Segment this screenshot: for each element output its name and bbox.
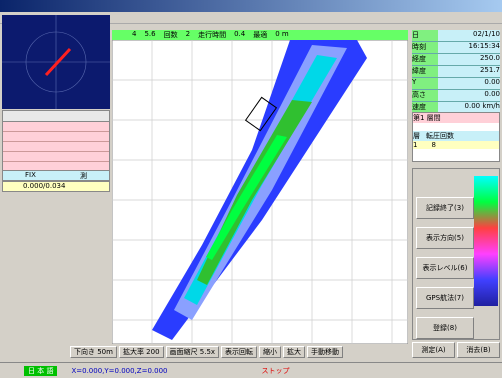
top-bar-item: 最適: [253, 31, 268, 39]
info-label: 高さ: [412, 90, 438, 101]
top-bar-item: 2: [185, 30, 191, 38]
mode-header: 層: [413, 132, 420, 140]
mode-cell: 8: [431, 141, 436, 149]
info-label: 経度: [412, 54, 438, 65]
info-row: 緯度 251.7: [412, 66, 500, 78]
info-row: 高さ 0.00: [412, 90, 500, 102]
left-values: 0.000/0.034: [2, 181, 110, 192]
bottom-item[interactable]: 画面縮尺 5.5x: [165, 346, 220, 358]
info-value: 02/1/10: [438, 30, 500, 41]
info-value: 0.00: [438, 78, 500, 89]
top-bar-item: 回数: [163, 31, 178, 39]
button[interactable]: 表示方向(5): [416, 227, 474, 249]
info-label: 日: [412, 30, 438, 41]
title-bar: [0, 0, 502, 12]
button-panel: 記録終了(3) 表示方向(5) 表示レベル(6) GPS航法(7) 登録(8): [412, 168, 500, 340]
info-row: 日 02/1/10: [412, 30, 500, 42]
info-row: 時刻 16:15:34: [412, 42, 500, 54]
button[interactable]: 消去(B): [457, 342, 500, 358]
map: [112, 40, 408, 344]
radar: [2, 15, 110, 109]
info-row: Y 0.00: [412, 78, 500, 90]
bottom-bar: 下向き 50m 拡大率 200 画面縮尺 5.5x 表示回転 縮小 拡大 手動移動: [70, 346, 410, 358]
top-bar-item: 5.6: [144, 30, 156, 38]
info-value: 0.00 km/h: [438, 102, 500, 113]
info-value: 251.7: [438, 66, 500, 77]
top-bar-item: 走行時間: [198, 31, 227, 39]
button[interactable]: 表示レベル(6): [416, 257, 474, 279]
bottom-item[interactable]: 拡大率 200: [118, 346, 164, 358]
left-footer: FIX 測: [2, 170, 110, 181]
footer-label: 測: [79, 172, 87, 180]
info-value: 250.0: [438, 54, 500, 65]
legend: [474, 176, 498, 306]
mode-title: 第1 層間: [413, 113, 499, 123]
bottom-item[interactable]: 手動移動: [307, 346, 344, 358]
info-label: 速度: [412, 102, 438, 113]
info-value: 0.00: [438, 90, 500, 101]
top-bar-item: 0 m: [275, 30, 289, 38]
info-label: 時刻: [412, 42, 438, 53]
mode-header: 転圧回数: [426, 132, 454, 140]
info-value: 16:15:34: [438, 42, 500, 53]
bottom-item[interactable]: 表示回転: [221, 346, 258, 358]
info-label: Y: [412, 78, 438, 89]
mode-cell: 1: [413, 141, 418, 149]
bottom-item[interactable]: 下向き 50m: [70, 346, 117, 358]
footer-label: FIX: [25, 171, 36, 179]
button[interactable]: 記録終了(3): [416, 197, 474, 219]
bottom-item[interactable]: 拡大: [283, 346, 306, 358]
button[interactable]: 測定(A): [412, 342, 455, 358]
info-row: 経度 250.0: [412, 54, 500, 66]
top-bar: 4 5.6 回数 2 走行時間 0.4 最適 0 m: [112, 30, 408, 40]
info-panel: 日 02/1/10 時刻 16:15:34 経度 250.0 緯度 251.7 Y 0.00 高さ 0…: [412, 30, 500, 114]
status-item: 日 本 語: [24, 365, 58, 376]
left-table: [2, 110, 110, 170]
top-bar-item: 4: [132, 30, 137, 38]
top-bar-item: 0.4: [234, 30, 246, 38]
button[interactable]: 登録(8): [416, 317, 474, 339]
info-label: 緯度: [412, 66, 438, 77]
mode-box: 第1 層間 層転圧回数 1 8: [412, 112, 500, 162]
bottom-buttons: 測定(A) 消去(B): [412, 342, 500, 358]
status-item: X=0.000,Y=0.000,Z=0.000: [71, 366, 168, 375]
status-bar: 日 本 語 X=0.000,Y=0.000,Z=0.000 ストップ: [0, 362, 502, 378]
button[interactable]: GPS航法(7): [416, 287, 474, 309]
status-item: ストップ: [261, 366, 290, 375]
bottom-item[interactable]: 縮小: [259, 346, 282, 358]
menu-bar: [0, 12, 502, 24]
